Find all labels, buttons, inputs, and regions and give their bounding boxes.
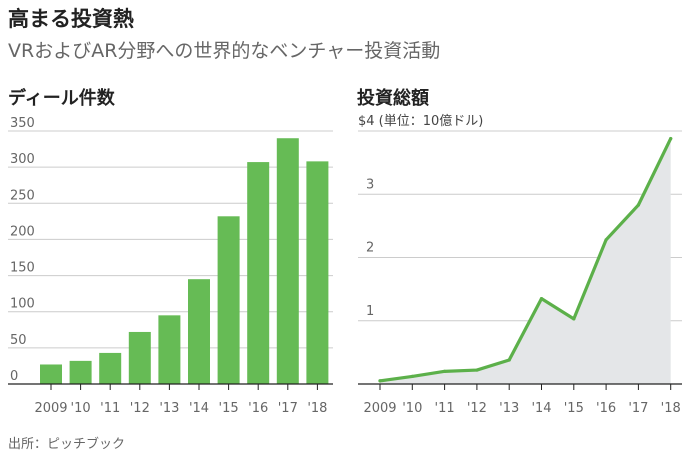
bar-y-tick-label: 50 (10, 333, 27, 348)
line-x-tick-label: '11 (435, 401, 455, 416)
line-x-tick-label: '16 (596, 401, 616, 416)
bar-x-tick-label: '11 (100, 401, 120, 416)
bar-4 (158, 315, 181, 384)
bar-x-tick-label: '17 (278, 401, 298, 416)
investment-area-fill (380, 138, 671, 384)
bar-y-tick-label: 0 (10, 369, 18, 384)
bar-y-tick-label: 200 (10, 224, 35, 239)
investment-point-2 (443, 369, 447, 373)
line-x-tick-label: '17 (628, 401, 648, 416)
bar-8 (276, 138, 299, 384)
investment-point-1 (410, 374, 414, 379)
bar-6 (217, 216, 240, 384)
investment-point-9 (669, 136, 673, 141)
line-x-tick-label: '14 (531, 401, 551, 416)
line-y-tick-label: 1 (366, 304, 374, 319)
page-subtitle: VRおよびAR分野への世界的なベンチャー投資活動 (8, 40, 441, 62)
line-x-tick-label: '12 (467, 401, 487, 416)
page-title: 高まる投資熱 (8, 7, 134, 31)
line-x-tick-label: '18 (661, 401, 681, 416)
investment-point-4 (507, 358, 511, 362)
deal-count-chart-title: ディール件数 (8, 88, 115, 109)
investment-point-7 (604, 238, 608, 242)
line-x-tick-label: 2009 (363, 401, 396, 416)
line-y-tick-label: 2 (366, 241, 374, 256)
investment-total-chart-title: 投資総額 (357, 88, 429, 109)
bar-1 (69, 360, 92, 384)
bar-x-tick-label: '12 (130, 401, 150, 416)
investment-point-5 (539, 297, 544, 301)
line-unit-label: $4 (単位：10億ドル) (358, 113, 483, 129)
line-x-tick-label: '10 (402, 401, 422, 416)
bar-5 (188, 279, 210, 384)
investment-point-8 (636, 203, 641, 207)
investment-point-6 (572, 317, 576, 321)
bar-y-tick-label: 100 (10, 297, 35, 312)
line-y-tick-label: 3 (366, 177, 374, 192)
bar-x-tick-label: '10 (71, 401, 91, 416)
bar-x-tick-label: '16 (248, 401, 268, 416)
bar-y-tick-label: 150 (10, 261, 35, 276)
bar-x-tick-label: 2009 (34, 401, 67, 416)
line-x-tick-label: '15 (564, 401, 584, 416)
bar-y-tick-label: 300 (10, 152, 35, 167)
bar-2 (99, 352, 122, 384)
bar-x-tick-label: '13 (159, 401, 179, 416)
bar-x-tick-label: '15 (219, 401, 239, 416)
bar-y-tick-label: 350 (10, 116, 35, 131)
bar-0 (40, 364, 62, 384)
line-x-tick-label: '13 (499, 401, 519, 416)
bar-x-tick-label: '18 (307, 401, 327, 416)
bar-x-tick-label: '14 (189, 401, 209, 416)
bar-7 (247, 162, 270, 384)
investment-series-line (378, 136, 673, 383)
bar-y-tick-label: 250 (10, 188, 35, 203)
bar-9 (306, 161, 329, 384)
investment-point-0 (378, 379, 382, 383)
source-note: 出所：ピッチブック (8, 437, 126, 452)
investment-point-3 (475, 368, 479, 372)
bar-3 (128, 331, 151, 384)
